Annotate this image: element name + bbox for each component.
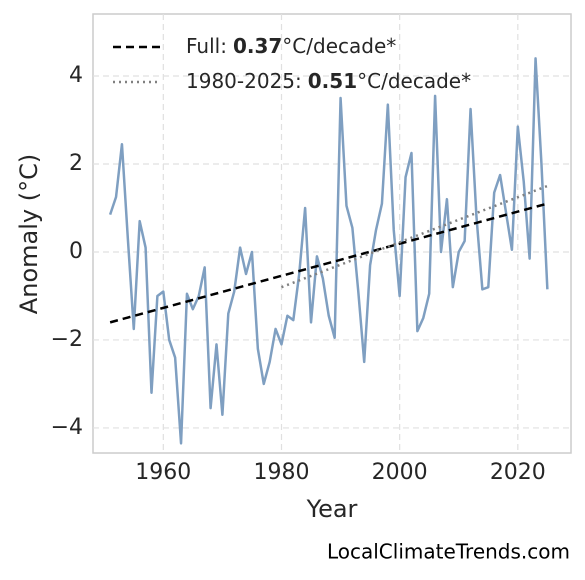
y-tick-label: −2 <box>51 327 83 352</box>
legend-unit: °C/decade* <box>357 69 471 93</box>
x-tick-label: 2020 <box>490 460 546 485</box>
y-axis-label: Anomaly (°C) <box>15 154 43 314</box>
legend-label: 1980-2025: <box>186 69 302 93</box>
legend-unit: °C/decade* <box>282 34 396 58</box>
x-tick-label: 2000 <box>372 460 428 485</box>
y-tick-label: −4 <box>51 415 83 440</box>
plot-frame <box>92 13 572 454</box>
legend-rate: 0.51 <box>308 69 357 93</box>
y-tick-label: 4 <box>69 63 83 88</box>
footer: LocalClimateTrends.com <box>327 540 570 564</box>
x-tick-label: 1980 <box>253 460 309 485</box>
x-axis-label: Year <box>306 495 358 523</box>
trend-line <box>109 202 548 324</box>
y-tick-label: 2 <box>69 151 83 176</box>
legend-label: Full: <box>186 34 227 58</box>
data-line <box>108 57 549 445</box>
legend-rate: 0.37 <box>233 34 282 58</box>
y-tick-label: 0 <box>69 239 83 264</box>
legend-entry: 1980-2025: 0.51°C/decade* <box>186 69 471 93</box>
x-tick-label: 1960 <box>135 460 191 485</box>
legend-entry: Full: 0.37°C/decade* <box>186 34 396 58</box>
